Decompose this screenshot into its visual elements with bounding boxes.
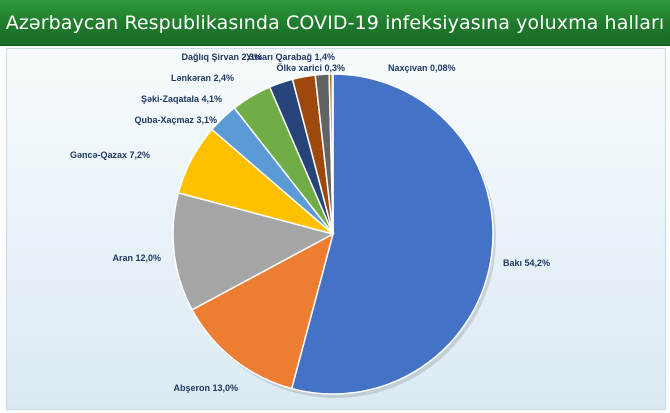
data-label-seki-zaqatala: Şəki-Zaqatala 4,1%: [141, 94, 222, 104]
pie-slice-baki: [290, 73, 494, 395]
data-label-abseron: Abşeron 13,0%: [173, 383, 238, 393]
pie-slice-naxcivan: [331, 73, 334, 235]
chart-title: Azərbaycan Respublikasında COVID-19 infe…: [5, 11, 665, 34]
data-label-baki: Bakı 54,2%: [503, 258, 550, 268]
data-label-yuxari-qarabag: Yuxarı Qarabağ 1,4%: [246, 52, 335, 62]
data-label-olke-xarici: Ölkə xarici 0,3%: [276, 63, 345, 73]
data-label-gence-qazax: Gəncə-Qazax 7,2%: [70, 150, 150, 160]
data-label-quba-xacmaz: Quba-Xaçmaz 3,1%: [134, 115, 217, 125]
pie-slice-abseron: [191, 232, 335, 390]
pie-slice-aran: [172, 191, 336, 311]
title-bar: Azərbaycan Respublikasında COVID-19 infe…: [0, 0, 670, 46]
data-label-aran: Aran 12,0%: [112, 253, 161, 263]
data-label-lenkeran: Lənkəran 2,4%: [171, 73, 234, 83]
data-label-dagliq-sirvan: Dağlıq Şirvan 2,3%: [181, 52, 262, 62]
data-label-naxcivan: Naxçıvan 0,08%: [388, 63, 456, 73]
